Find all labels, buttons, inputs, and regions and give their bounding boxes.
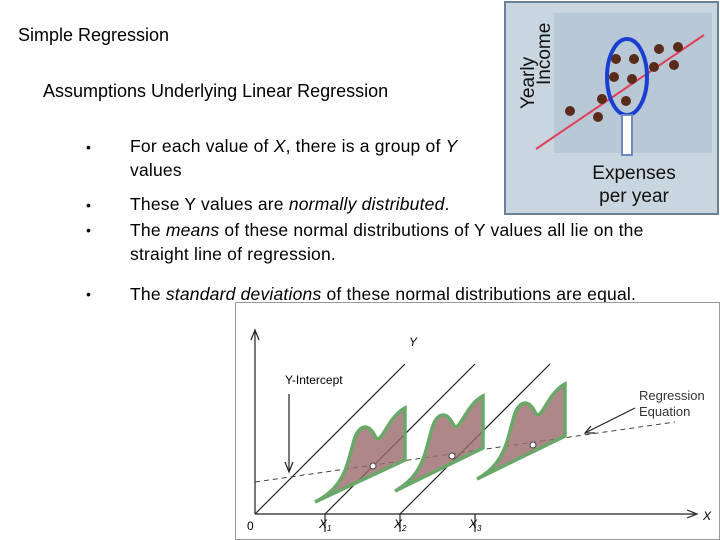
bullet: The means of these normal distributions … <box>130 218 660 266</box>
scatter-dots <box>565 42 683 122</box>
x-point-text: X <box>393 517 403 531</box>
x-label: per year <box>599 186 669 207</box>
intercept-label: Y-Intercept <box>285 373 343 387</box>
x-point-text: X <box>318 517 328 531</box>
bullet-marker: • <box>86 139 91 155</box>
x-point-label: X3 <box>468 517 482 533</box>
x-axis-label: X <box>702 509 712 523</box>
regression-figure: Y X 0 Y-Intercept Regression Equation X1… <box>235 302 720 540</box>
x-point-label: X1 <box>318 517 331 533</box>
bullet: For each value of X, there is a group of… <box>130 134 470 182</box>
bullet-marker: • <box>86 222 91 238</box>
x-points: X1 X2 X3 <box>318 517 482 533</box>
bullet-text: standard deviations <box>165 284 322 304</box>
bullet-text: means <box>165 220 220 240</box>
bullet-text: These Y values are <box>130 194 289 214</box>
normal-curves <box>314 381 567 504</box>
bullet-text: The <box>130 220 166 240</box>
bullet-text: values <box>130 160 182 180</box>
origin-label: 0 <box>247 519 254 533</box>
slide-title: Simple Regression <box>18 25 170 45</box>
bullet-text: For each value of <box>130 136 274 156</box>
x-point-text: 2 <box>401 524 407 533</box>
x-point-label: X2 <box>393 517 407 533</box>
bullet: These Y values are normally distributed. <box>130 192 450 216</box>
bullet-text: normally distributed <box>288 194 445 214</box>
slide-subtitle: Assumptions Underlying Linear Regression <box>43 81 389 101</box>
mean-points <box>369 441 537 470</box>
scatter-figure: Yearly Income Expenses per year <box>504 1 719 215</box>
y-axis-label: Y <box>409 335 418 349</box>
bullet: The standard deviations of these normal … <box>130 282 636 306</box>
bullet-text: , there is a group of <box>285 136 446 156</box>
bullet-text: . <box>444 194 450 214</box>
y-label: Yearly <box>518 56 539 109</box>
regression-line <box>535 34 705 150</box>
bullet-marker: • <box>86 197 91 213</box>
bullet-text: of these normal distributions are equal. <box>321 284 637 304</box>
bullet-marker: • <box>86 286 91 302</box>
regression-dashed <box>254 421 676 483</box>
x-point-text: 3 <box>477 524 482 533</box>
bullet-text: Y <box>445 136 458 156</box>
x-point-text: X <box>468 517 478 531</box>
bullet-text: of these normal distributions of Y value… <box>130 220 644 264</box>
arrow-shaft <box>621 114 633 156</box>
x-point-text: 1 <box>327 524 331 533</box>
x-label: Expenses <box>592 163 675 184</box>
equation-label: Equation <box>639 404 690 419</box>
bullet-text: X <box>273 136 286 156</box>
y-label: Income <box>534 23 555 85</box>
equation-label: Regression <box>639 388 705 403</box>
bullet-text: The <box>130 284 166 304</box>
